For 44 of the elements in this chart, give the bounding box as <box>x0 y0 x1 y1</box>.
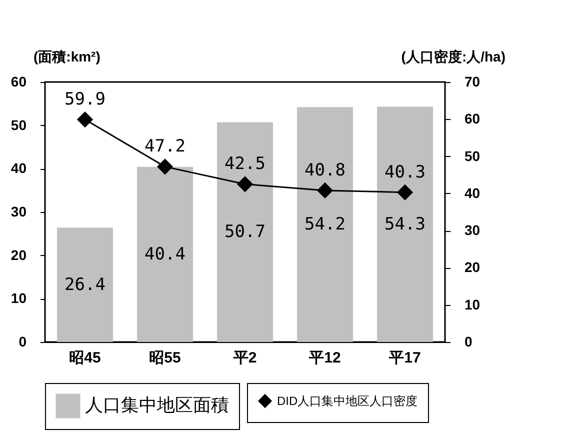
legend-label: 人口集中地区面積 <box>85 395 229 415</box>
data-label: 40.4 <box>144 244 186 264</box>
bar <box>297 107 353 342</box>
point <box>156 158 174 175</box>
bar <box>377 106 433 342</box>
bar <box>217 122 273 342</box>
y2-tick-label: 30 <box>464 222 480 238</box>
point <box>396 184 414 200</box>
y2-tick-label: 0 <box>464 334 472 350</box>
bar <box>137 166 193 342</box>
y-tick-label: 50 <box>10 116 27 133</box>
data-label: 54.2 <box>304 214 346 235</box>
point <box>316 182 334 199</box>
point <box>76 111 94 128</box>
data-label: 54.3 <box>384 214 426 234</box>
legend-label: DID人口集中地区人口密度 <box>277 394 418 408</box>
x-tick-label: 昭45 <box>69 350 101 366</box>
data-label: 26.4 <box>64 274 106 295</box>
y-tick-label: 0 <box>18 334 27 350</box>
y-axis-title: (面積:km²) <box>34 48 100 64</box>
y-tick-label: 60 <box>10 74 27 90</box>
data-label: 59.9 <box>64 90 106 110</box>
data-label: 40.8 <box>304 160 346 180</box>
x-tick-label: 平12 <box>308 350 341 366</box>
y2-tick-label: 10 <box>464 296 480 312</box>
x-tick-label: 平2 <box>232 350 257 366</box>
x-tick-label: 平17 <box>388 350 421 366</box>
y2-axis-title: (人口密度:人/ha) <box>401 48 506 64</box>
data-label: 40.3 <box>384 162 426 182</box>
y2-tick-label: 40 <box>464 184 480 201</box>
y2-tick-label: 20 <box>464 259 480 276</box>
data-label: 50.7 <box>224 222 266 242</box>
x-tick-label: 昭55 <box>149 350 181 366</box>
y-tick-label: 40 <box>10 160 27 176</box>
bar <box>57 228 113 342</box>
y2-tick-label: 60 <box>464 110 480 127</box>
y2-tick-label: 70 <box>464 74 480 90</box>
point <box>236 176 254 192</box>
data-label: 47.2 <box>144 136 186 157</box>
y-tick-label: 10 <box>10 290 27 306</box>
y2-tick-label: 50 <box>464 148 480 164</box>
y-tick-label: 20 <box>10 246 27 263</box>
data-label: 42.5 <box>224 154 266 174</box>
y-tick-label: 30 <box>10 204 27 220</box>
